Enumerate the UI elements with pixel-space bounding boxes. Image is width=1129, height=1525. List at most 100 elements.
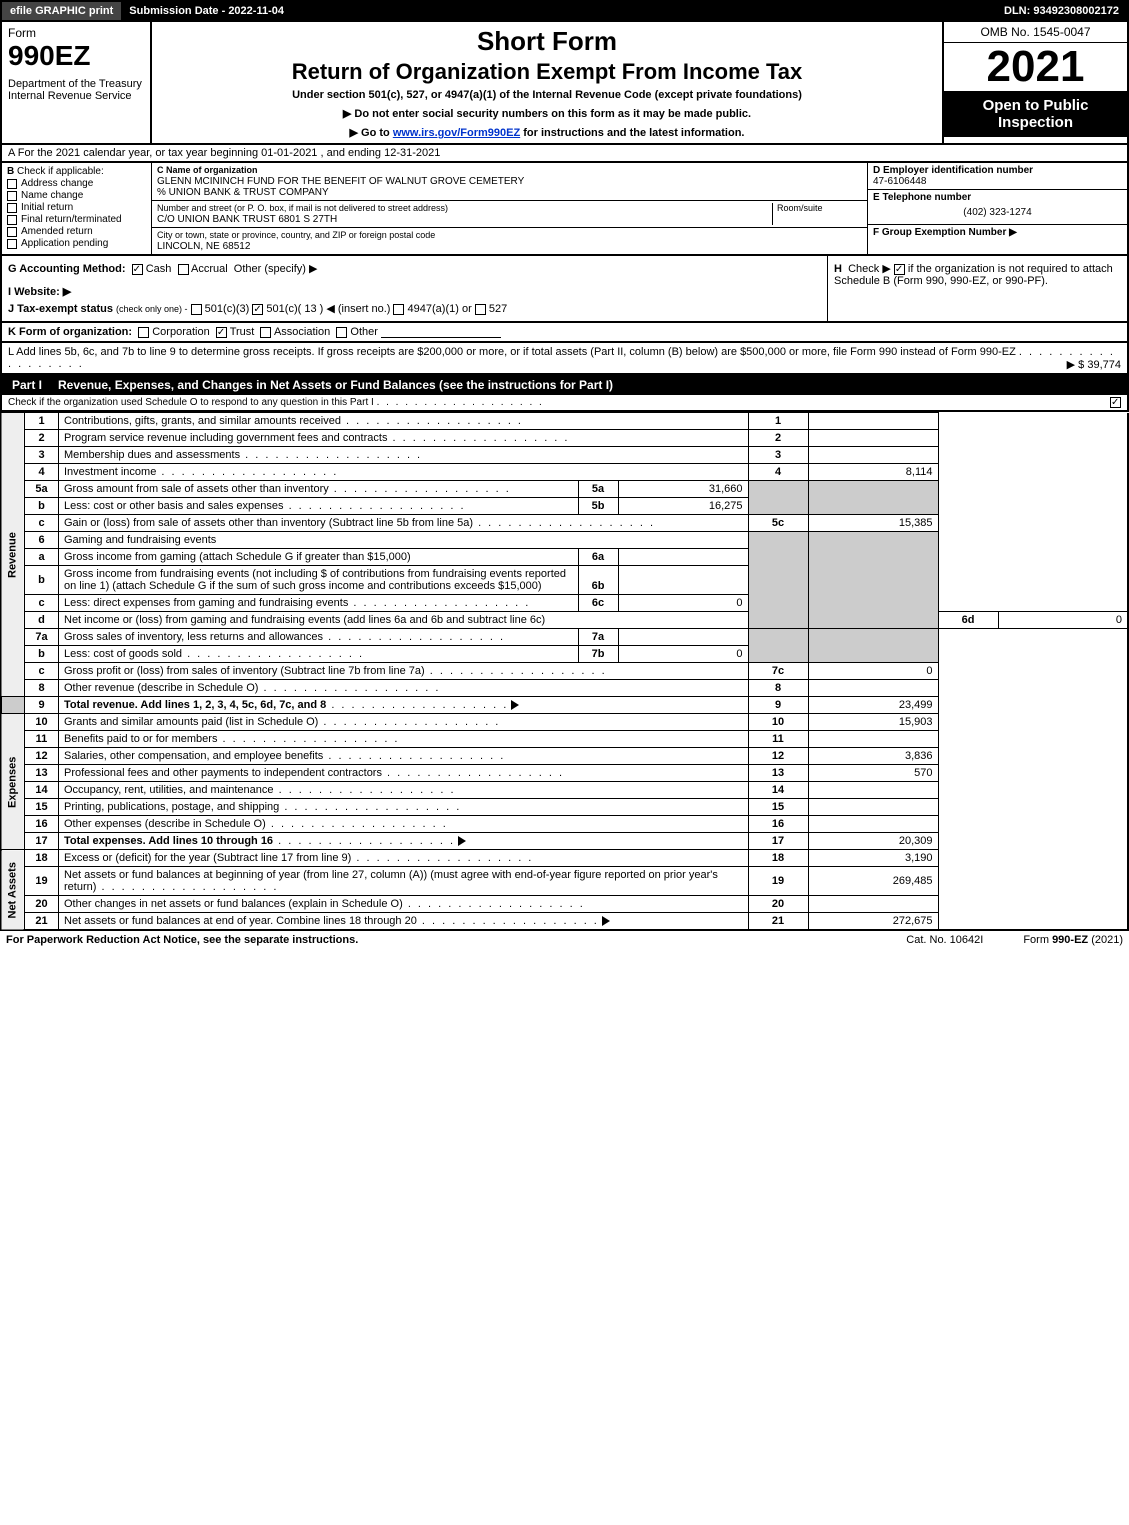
l5c: Gain or (loss) from sale of assets other… (64, 517, 473, 529)
l6c: Less: direct expenses from gaming and fu… (64, 597, 348, 609)
val-1 (808, 413, 938, 430)
checkbox-pending[interactable] (7, 239, 17, 249)
checkbox-corp[interactable] (138, 327, 149, 338)
checkbox-trust[interactable] (216, 327, 227, 338)
footer-left: For Paperwork Reduction Act Notice, see … (6, 934, 358, 946)
checkbox-501c[interactable] (252, 304, 263, 315)
short-form-title: Short Form (156, 26, 938, 57)
l18: Excess or (deficit) for the year (Subtra… (64, 852, 351, 864)
l11: Benefits paid to or for members (64, 733, 217, 745)
header-left: Form 990EZ Department of the Treasury In… (2, 22, 152, 143)
l6: Gaming and fundraising events (64, 534, 216, 546)
checkbox-final[interactable] (7, 215, 17, 225)
l13: Professional fees and other payments to … (64, 767, 382, 779)
return-title: Return of Organization Exempt From Incom… (156, 59, 938, 85)
val-4: 8,114 (808, 464, 938, 481)
l21: Net assets or fund balances at end of ye… (64, 915, 417, 927)
val-5c: 15,385 (808, 515, 938, 532)
row-a: A For the 2021 calendar year, or tax yea… (0, 145, 1129, 163)
h-label: H (834, 263, 842, 275)
checkbox-schedule-o[interactable] (1110, 397, 1121, 408)
val-13: 570 (808, 765, 938, 782)
l8: Other revenue (describe in Schedule O) (64, 682, 258, 694)
g-accrual: Accrual (191, 263, 228, 275)
lines-table: Revenue 1 Contributions, gifts, grants, … (0, 412, 1129, 931)
arrow-icon (511, 700, 519, 710)
l6a: Gross income from gaming (attach Schedul… (64, 551, 411, 563)
val-7c: 0 (808, 663, 938, 680)
goto-line: ▶ Go to www.irs.gov/Form990EZ for instru… (156, 126, 938, 139)
l6d: Net income or (loss) from gaming and fun… (64, 614, 545, 626)
dln-label: DLN: 93492308002172 (996, 2, 1127, 20)
opt-name: Name change (21, 190, 83, 201)
val-8 (808, 680, 938, 697)
city-val: LINCOLN, NE 68512 (157, 241, 250, 252)
part1-sub-text: Check if the organization used Schedule … (8, 397, 374, 408)
bcde-block: B Check if applicable: Address change Na… (0, 163, 1129, 256)
l-val: ▶ $ 39,774 (1067, 358, 1121, 371)
val-16 (808, 816, 938, 833)
k-o1: Corporation (152, 326, 209, 338)
l20: Other changes in net assets or fund bala… (64, 898, 403, 910)
footer-mid: Cat. No. 10642I (906, 934, 983, 946)
header-right: OMB No. 1545-0047 2021 Open to Public In… (942, 22, 1127, 143)
expenses-label: Expenses (1, 714, 25, 850)
opt-address: Address change (21, 178, 93, 189)
irs-link[interactable]: www.irs.gov/Form990EZ (393, 127, 520, 139)
j-o3: 4947(a)(1) or (408, 303, 472, 315)
checkbox-schedule-b[interactable] (894, 264, 905, 275)
val-7b: 0 (618, 646, 748, 663)
l7a: Gross sales of inventory, less returns a… (64, 631, 323, 643)
under-section: Under section 501(c), 527, or 4947(a)(1)… (156, 89, 938, 101)
val-2 (808, 430, 938, 447)
val-15 (808, 799, 938, 816)
checkbox-name-change[interactable] (7, 191, 17, 201)
f-label: F Group Exemption Number ▶ (873, 227, 1017, 238)
k-o4: Other (350, 326, 378, 338)
val-7a (618, 629, 748, 646)
header-mid: Short Form Return of Organization Exempt… (152, 22, 942, 143)
val-6a (618, 549, 748, 566)
checkbox-4947[interactable] (393, 304, 404, 315)
ein-val: 47-6106448 (873, 176, 1122, 187)
h-text1: Check ▶ (848, 263, 891, 275)
opt-initial: Initial return (21, 202, 73, 213)
checkbox-cash[interactable] (132, 264, 143, 275)
l17: Total expenses. Add lines 10 through 16 (64, 835, 273, 847)
val-17: 20,309 (808, 833, 938, 850)
k-o2: Trust (230, 326, 255, 338)
form-number: 990EZ (8, 40, 144, 72)
checkbox-accrual[interactable] (178, 264, 189, 275)
checkbox-527[interactable] (475, 304, 486, 315)
opt-amended: Amended return (21, 226, 93, 237)
section-k: K Form of organization: Corporation Trus… (0, 323, 1129, 343)
checkbox-address-change[interactable] (7, 179, 17, 189)
val-21: 272,675 (808, 913, 938, 931)
arrow-icon (458, 836, 466, 846)
checkbox-assoc[interactable] (260, 327, 271, 338)
checkbox-other-org[interactable] (336, 327, 347, 338)
val-6d: 0 (998, 612, 1128, 629)
val-5a: 31,660 (618, 481, 748, 498)
i-label: I Website: ▶ (8, 286, 71, 298)
section-c: C Name of organization GLENN MCININCH FU… (152, 163, 867, 254)
l4: Investment income (64, 466, 156, 478)
j-o4: 527 (489, 303, 507, 315)
j-sub: (check only one) - (116, 304, 188, 314)
l1: Contributions, gifts, grants, and simila… (64, 415, 341, 427)
l16: Other expenses (describe in Schedule O) (64, 818, 266, 830)
val-19: 269,485 (808, 867, 938, 896)
l10: Grants and similar amounts paid (list in… (64, 716, 318, 728)
opt-final: Final return/terminated (21, 214, 122, 225)
checkbox-501c3[interactable] (191, 304, 202, 315)
val-9: 23,499 (808, 697, 938, 714)
l5a: Gross amount from sale of assets other t… (64, 483, 329, 495)
dept-label: Department of the Treasury Internal Reve… (8, 78, 144, 102)
checkbox-initial[interactable] (7, 203, 17, 213)
tax-year: 2021 (944, 43, 1127, 91)
val-18: 3,190 (808, 850, 938, 867)
j-label: J Tax-exempt status (8, 303, 113, 315)
l-text: L Add lines 5b, 6c, and 7b to line 9 to … (8, 346, 1016, 358)
checkbox-amended[interactable] (7, 227, 17, 237)
l3: Membership dues and assessments (64, 449, 240, 461)
